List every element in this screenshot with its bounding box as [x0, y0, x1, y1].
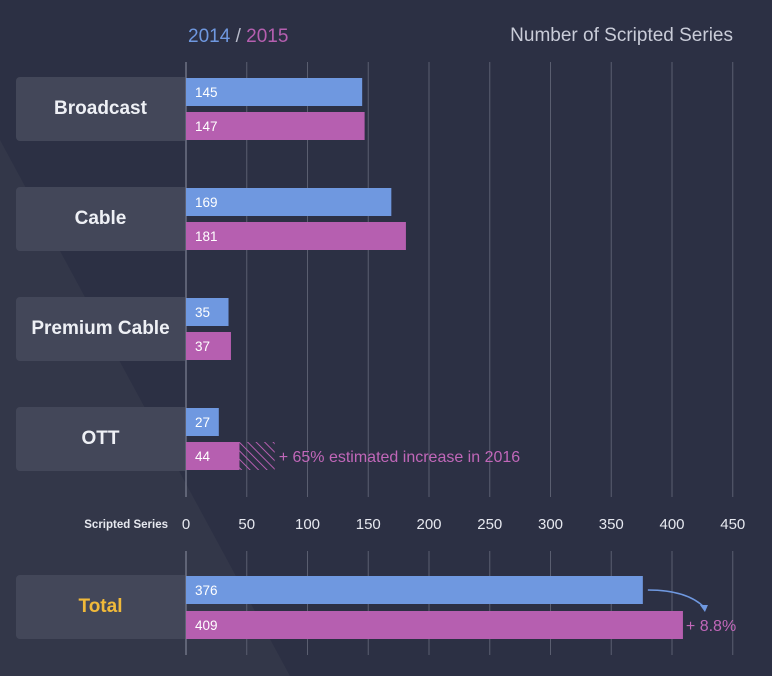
legend-2014: 2014 [188, 26, 231, 47]
bar-2014 [186, 408, 219, 436]
x-axis-label: Scripted Series [84, 519, 168, 531]
bar-2014 [186, 78, 363, 106]
data-label: 44 [195, 449, 211, 464]
category-label-broadcast: Broadcast [16, 77, 185, 141]
x-tick-label: 250 [477, 516, 502, 533]
x-tick-label: 450 [720, 516, 745, 533]
x-tick-label: 0 [182, 516, 190, 533]
growth-percent-label: + 8.8% [686, 618, 736, 635]
x-tick-label: 200 [416, 516, 441, 533]
data-label: 169 [195, 195, 218, 210]
arrow-head-icon [699, 605, 708, 612]
bar-2014 [186, 298, 229, 326]
data-label: 181 [195, 229, 218, 244]
bar-total-2014 [186, 576, 643, 604]
bar-2015 [186, 112, 365, 140]
data-label: 376 [195, 583, 218, 598]
chart-title: Number of Scripted Series [510, 25, 733, 46]
x-tick-label: 50 [238, 516, 255, 533]
legend: 2014 / 2015 [188, 26, 288, 48]
growth-arrow [647, 589, 706, 609]
data-label: 145 [195, 85, 218, 100]
data-label: 37 [195, 339, 210, 354]
bar-total-2015 [186, 611, 683, 639]
x-tick-label: 350 [599, 516, 624, 533]
x-tick-label: 400 [659, 516, 684, 533]
estimated-increase-label: + 65% estimated increase in 2016 [279, 449, 521, 466]
category-label-premium-cable: Premium Cable [16, 297, 185, 361]
data-label: 27 [195, 415, 210, 430]
data-label: 147 [195, 119, 218, 134]
data-label: 35 [195, 305, 210, 320]
category-label-cable: Cable [16, 187, 185, 251]
x-tick-label: 150 [356, 516, 381, 533]
bar-2015 [186, 332, 231, 360]
bar-2015 [186, 442, 240, 470]
category-label-ott: OTT [16, 407, 185, 471]
category-label-total: Total [16, 575, 185, 639]
bar-2014 [186, 188, 392, 216]
bar-2015 [186, 222, 406, 250]
data-label: 409 [195, 618, 218, 633]
x-tick-label: 100 [295, 516, 320, 533]
estimated-increase-bar [239, 442, 275, 470]
x-tick-label: 300 [538, 516, 563, 533]
legend-separator: / [235, 26, 241, 47]
legend-2015: 2015 [246, 26, 289, 47]
